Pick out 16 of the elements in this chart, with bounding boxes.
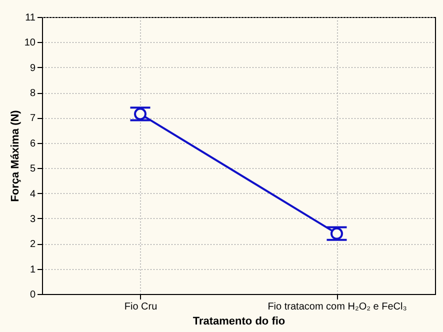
y-tick-label: 11 bbox=[25, 12, 36, 24]
y-tick-label: 5 bbox=[30, 164, 36, 175]
x-tick-label: Fio Cru bbox=[124, 302, 158, 312]
y-tick-label: 0 bbox=[30, 290, 36, 300]
x-axis-title: Tratamento do fio bbox=[192, 316, 286, 328]
x-tick-label: Fio tratacom com H₂O₂ e FeCl₃ bbox=[268, 302, 407, 312]
y-tick-label: 2 bbox=[30, 239, 36, 250]
y-tick-label: 9 bbox=[30, 62, 36, 74]
y-tick-label: 10 bbox=[24, 38, 36, 49]
y-tick-label: 4 bbox=[30, 188, 36, 200]
y-tick-label: 3 bbox=[30, 214, 36, 225]
y-tick-label: 1 bbox=[30, 264, 36, 276]
y-axis-title: Força Máxima (N) bbox=[9, 110, 22, 202]
y-tick-label: 8 bbox=[30, 88, 36, 100]
y-tick-label: 6 bbox=[30, 138, 36, 150]
y-tick-label: 7 bbox=[30, 113, 36, 124]
